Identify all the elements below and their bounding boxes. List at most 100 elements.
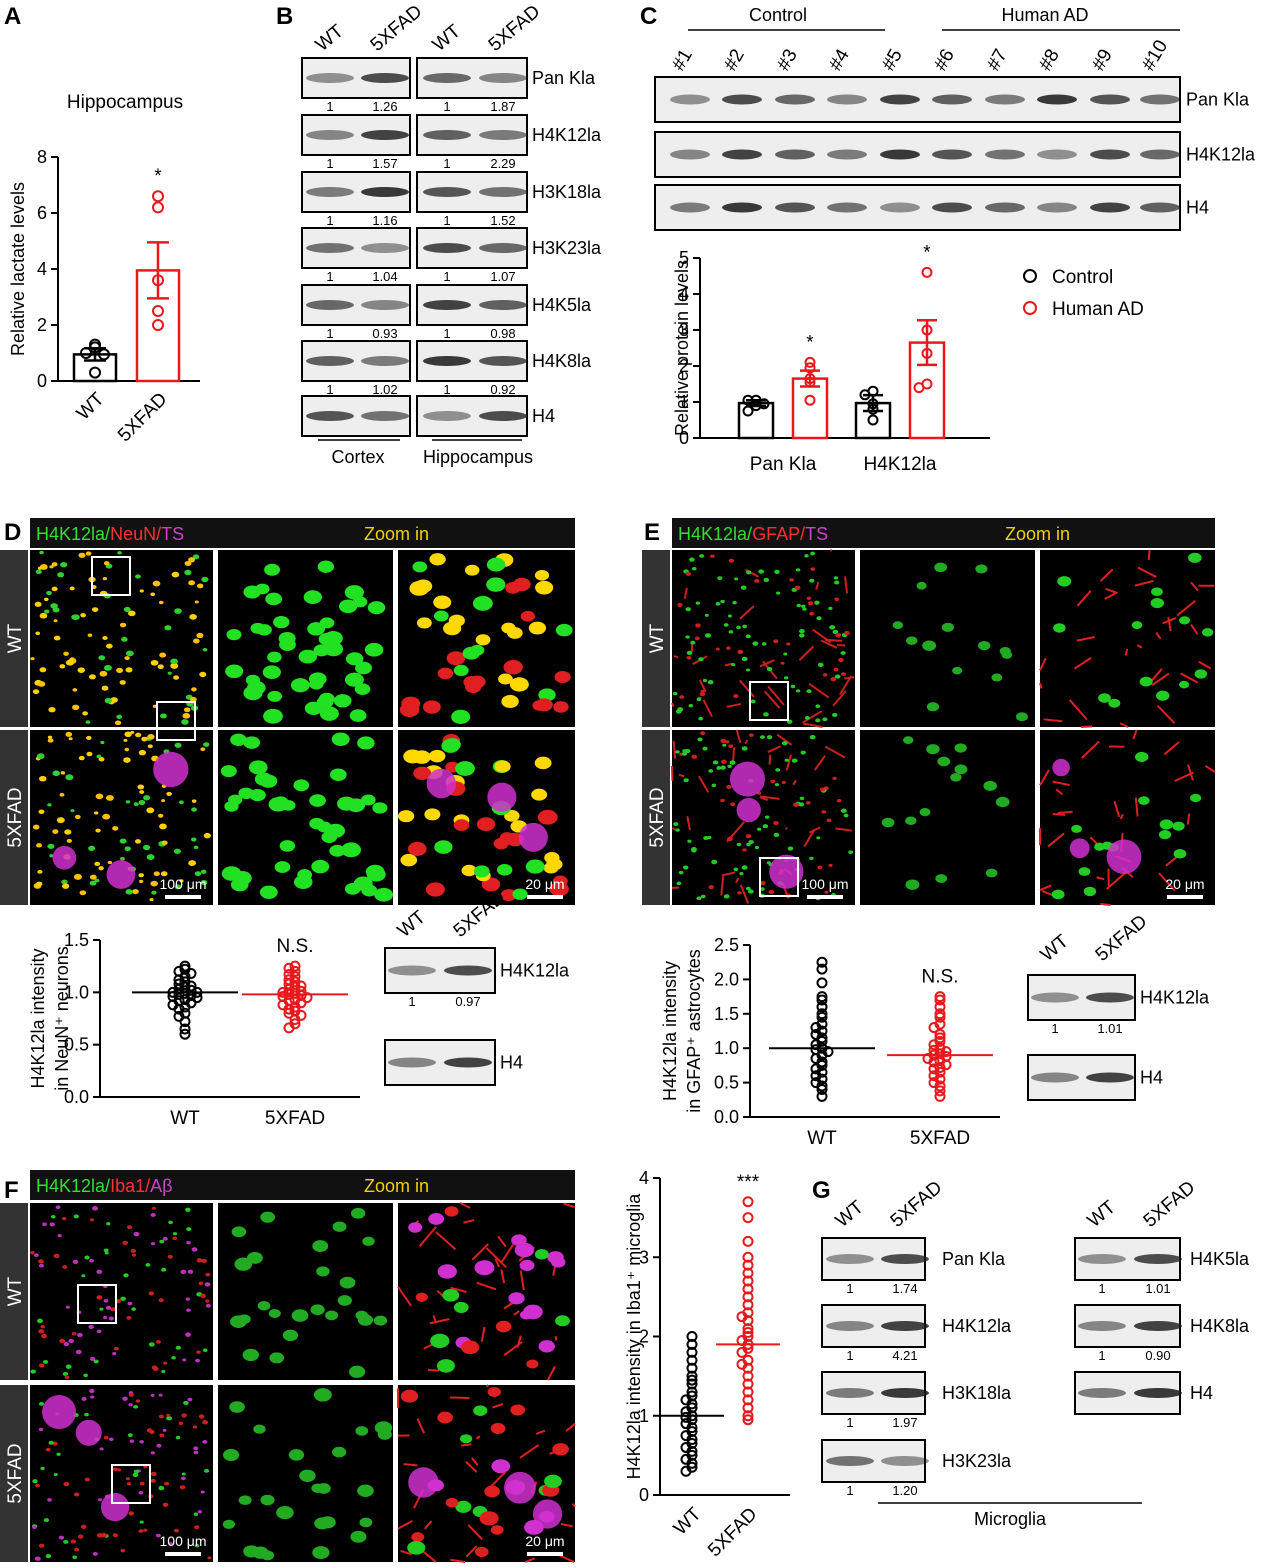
cell: [357, 1314, 374, 1326]
group-label: Cortex: [331, 447, 384, 467]
process: [835, 827, 852, 832]
cell: [71, 614, 79, 620]
cell: [350, 1207, 366, 1219]
cell: [344, 672, 364, 687]
data-point: [686, 1354, 698, 1366]
cell: [329, 844, 346, 857]
cell: [134, 839, 142, 844]
data-point: [934, 991, 946, 1003]
quantification: 1: [1098, 1348, 1105, 1363]
cell: [838, 657, 844, 663]
process: [1163, 741, 1180, 756]
cell: [412, 561, 428, 573]
cell: [303, 590, 322, 605]
process: [1100, 902, 1111, 906]
cell: [995, 796, 1010, 808]
cell: [727, 764, 732, 768]
process: [491, 1403, 504, 1409]
cell: [119, 856, 125, 861]
cell: [166, 1416, 172, 1421]
process: [403, 1463, 418, 1467]
process: [1105, 871, 1127, 890]
process: [571, 1503, 576, 1507]
cell: [247, 1252, 263, 1264]
cell: [528, 621, 547, 635]
cell: [1172, 821, 1185, 831]
quantification: 1: [326, 99, 333, 114]
cell: [299, 1469, 316, 1482]
cell: [125, 650, 134, 657]
data-point: [804, 376, 816, 388]
legend-label: Human AD: [1052, 299, 1144, 320]
cell: [695, 623, 701, 628]
cell: [238, 1495, 252, 1506]
cell: [828, 606, 833, 611]
band: [880, 202, 920, 213]
cell: [133, 802, 139, 807]
cell: [465, 680, 482, 694]
data-point: [940, 1046, 952, 1058]
process: [471, 1243, 490, 1261]
cell: [333, 694, 352, 708]
cell: [35, 1483, 40, 1488]
cell: [192, 1425, 198, 1429]
process: [803, 830, 815, 848]
cell: [158, 1393, 163, 1397]
data-point: [859, 389, 871, 401]
cell: [274, 861, 291, 873]
band: [1140, 202, 1180, 213]
cell: [150, 1393, 155, 1397]
cell: [1071, 824, 1082, 833]
zoom-label: Zoom in: [364, 1176, 429, 1196]
cell: [47, 803, 52, 807]
process: [768, 754, 772, 765]
cell: [123, 757, 131, 763]
cell: [691, 566, 697, 571]
x-tick-label: 5XFAD: [704, 1504, 761, 1561]
cell: [103, 664, 112, 671]
cell: [94, 811, 99, 815]
cell: [519, 1259, 535, 1272]
data-point: [686, 1331, 698, 1342]
lane-label: #1: [668, 46, 697, 75]
cell: [332, 1221, 347, 1232]
data-point: [934, 1001, 946, 1013]
cell: [203, 832, 211, 839]
lane-label: #10: [1138, 37, 1172, 75]
scale-bar: [527, 1552, 563, 1556]
cell: [807, 601, 814, 606]
band: [881, 1321, 929, 1331]
cell: [400, 853, 418, 867]
data-point: [804, 362, 816, 374]
cell: [555, 1315, 570, 1327]
cell: [766, 735, 773, 740]
cell: [407, 1540, 426, 1555]
band: [1090, 149, 1130, 160]
cell: [831, 712, 838, 718]
cell: [155, 1340, 161, 1344]
cell: [905, 816, 917, 825]
cell: [35, 631, 41, 636]
cell: [711, 783, 717, 788]
cell: [60, 562, 68, 568]
process: [1124, 648, 1129, 656]
cell: [288, 1449, 305, 1461]
cell: [259, 774, 278, 788]
data-point: [283, 962, 295, 974]
band: [306, 300, 354, 310]
data-point: [867, 414, 879, 426]
cell: [806, 801, 811, 805]
cell: [766, 666, 773, 672]
cell: [47, 1498, 52, 1502]
cell: [96, 1533, 103, 1538]
cell: [147, 734, 155, 740]
y-tick-label: 1.5: [64, 930, 89, 950]
data-point: [742, 1196, 754, 1208]
cell: [102, 635, 108, 641]
data-point: [742, 1394, 754, 1406]
cell: [699, 554, 705, 558]
y-tick-label: 5: [679, 248, 689, 268]
cell: [133, 1404, 139, 1409]
cell: [131, 1253, 137, 1257]
plaque: [729, 761, 766, 797]
